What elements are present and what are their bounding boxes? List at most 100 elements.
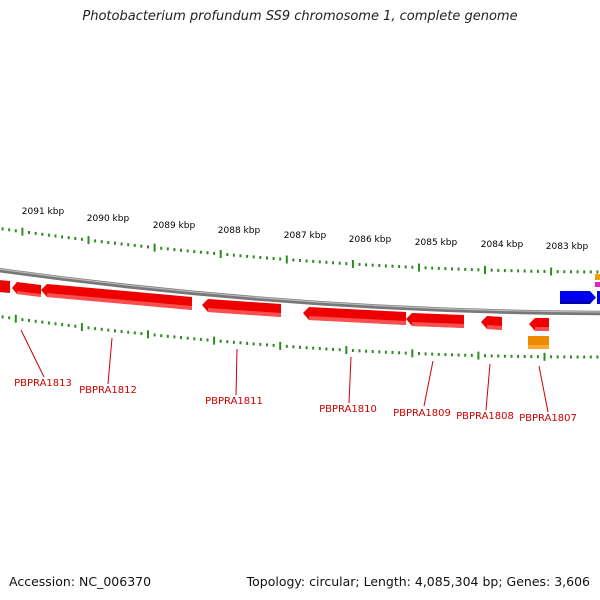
minor-tick [292,258,295,262]
minor-tick [114,241,116,245]
minor-tick [305,346,308,350]
minor-tick [239,254,242,258]
minor-tick [1,227,4,231]
minor-tick [180,336,182,340]
minor-tick [67,236,70,240]
gene-label-pbpra1809[interactable]: PBPRA1809 [393,408,451,419]
major-tick [285,255,288,264]
minor-tick [226,253,229,257]
gene-arrow-pbpra1811[interactable] [202,299,281,317]
ruler-label-2084: 2084 kbp [481,240,524,250]
gene-label-pbpra1810[interactable]: PBPRA1810 [319,404,377,415]
major-tick [550,267,553,276]
minor-tick [497,354,500,358]
gene-label-pbpra1813[interactable]: PBPRA1813 [14,378,72,389]
minor-tick [332,261,334,265]
leader-pbpra1811 [235,348,238,396]
minor-tick [100,327,103,331]
minor-tick [464,267,467,271]
minor-tick [431,352,434,356]
chromosome-backbone [0,268,600,316]
map-title: Photobacterium profundum SS9 chromosome … [82,9,518,24]
minor-tick [556,270,559,274]
gene-arrow-pbpra1812[interactable] [41,284,192,310]
minor-tick [517,269,520,273]
minor-tick [133,331,136,335]
minor-tick [411,265,414,269]
major-tick [418,263,420,272]
minor-tick [193,337,196,341]
minor-tick [87,326,90,330]
gene-arrow-pbpra1813[interactable] [12,282,41,297]
minor-tick [186,249,189,253]
minor-tick [232,253,235,257]
minor-tick [391,351,394,354]
minor-tick [160,334,163,338]
minor-tick [252,255,255,259]
gene-arrow-pbpra1808[interactable] [481,316,502,330]
minor-tick [107,241,110,244]
minor-tick [299,345,301,349]
minor-tick [285,344,288,348]
minor-tick [418,352,420,356]
minor-tick [120,330,123,333]
minor-tick [490,268,493,272]
minor-tick [41,320,44,324]
gene-label-pbpra1811[interactable]: PBPRA1811 [205,396,263,407]
minor-tick [543,269,546,273]
minor-tick [497,268,500,272]
minor-tick [199,337,202,341]
minor-tick [576,355,579,359]
gene-arrow-pbpra1813-a[interactable] [0,280,10,293]
minor-tick [140,244,143,248]
major-tick [21,227,24,236]
minor-tick [94,239,97,243]
gene-arrow-pbpra1810[interactable] [303,307,406,325]
gene-arrow-pbpra1809[interactable] [406,313,464,328]
gene-label-pbpra1807[interactable]: PBPRA1807 [519,413,577,424]
minor-tick [391,264,394,268]
minor-tick [28,318,30,322]
gene-box-orange[interactable] [528,336,549,349]
minor-tick [530,269,533,273]
minor-tick [378,264,381,267]
minor-tick [147,245,149,249]
minor-tick [563,355,566,359]
major-tick [147,330,149,339]
minor-tick [404,265,407,269]
minor-tick [34,231,37,235]
minor-tick [378,350,381,354]
major-tick [484,266,486,274]
minor-tick [596,355,599,359]
major-tick [153,243,156,252]
gene-arrow-pbpra1807[interactable] [529,318,549,331]
minor-tick [589,355,592,359]
minor-tick [523,269,526,273]
minor-tick [437,266,440,270]
gene-label-pbpra1812[interactable]: PBPRA1812 [79,385,137,396]
major-tick [279,341,282,350]
minor-tick [299,259,301,262]
leader-pbpra1809 [423,360,434,407]
gene-arrow-forward[interactable] [560,291,600,304]
leader-pbpra1812 [107,337,113,385]
minor-tick [120,242,123,246]
minor-tick [351,349,354,352]
minor-tick [371,350,374,353]
minor-tick [41,232,44,236]
minor-tick [114,329,116,333]
minor-tick [503,354,506,358]
gene-label-pbpra1808[interactable]: PBPRA1808 [456,411,514,422]
minor-tick [404,351,407,355]
minor-tick [67,323,70,327]
minor-tick [510,269,513,273]
minor-tick [312,346,315,350]
minor-tick [180,248,182,252]
major-tick [87,236,90,245]
minor-tick [550,355,553,359]
minor-tick [8,316,11,320]
major-tick [80,323,83,331]
minor-tick [232,340,235,344]
ruler-label-2085: 2085 kbp [415,238,458,248]
ruler-label-2088: 2088 kbp [218,226,261,236]
